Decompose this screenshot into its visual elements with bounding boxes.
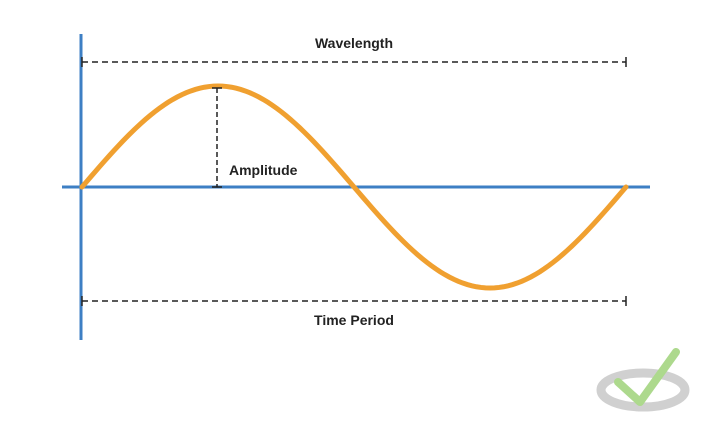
time-period-label: Time Period	[314, 312, 394, 328]
amplitude-dimension	[212, 87, 222, 188]
wavelength-dimension	[81, 57, 627, 67]
time-period-dimension	[81, 296, 627, 306]
checkmark-logo-icon	[596, 348, 690, 412]
amplitude-label: Amplitude	[229, 162, 298, 178]
sine-wave-curve	[79, 83, 629, 291]
wavelength-label: Wavelength	[315, 35, 393, 51]
